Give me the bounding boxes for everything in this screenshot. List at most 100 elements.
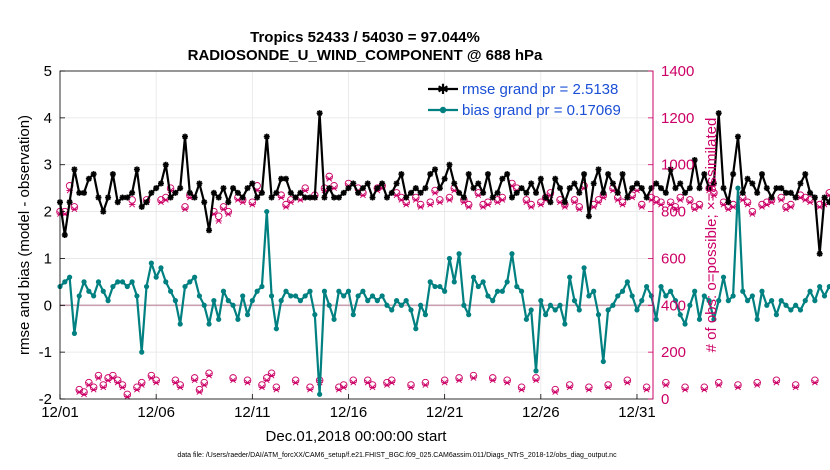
- rmse-point: [691, 157, 698, 164]
- assimilated-obs-point: [561, 203, 569, 210]
- rmse-point: [696, 185, 703, 192]
- bias-point: [259, 283, 265, 290]
- possible-obs-point: [200, 378, 208, 387]
- rmse-point: [811, 194, 818, 201]
- rmse-mark-stroke: [614, 190, 621, 196]
- possible-obs-point: [710, 189, 718, 197]
- possible-obs-point: [585, 383, 593, 392]
- assimilated-obs-point: [720, 201, 727, 208]
- rmse-mark-stroke: [388, 190, 395, 196]
- rmse-point: [797, 180, 804, 187]
- assimilated-obs-point: [503, 379, 511, 386]
- rmse-point: [186, 189, 193, 196]
- bias-point: [485, 293, 491, 299]
- bias-point: [379, 293, 385, 299]
- bias-point: [182, 283, 188, 290]
- rmse-point: [701, 171, 708, 178]
- rmse-mark-stroke: [461, 194, 467, 201]
- rmse-point: [816, 250, 823, 257]
- rmse-mark-stroke: [538, 176, 544, 182]
- possible-obs-point: [565, 381, 574, 389]
- assimilated-obs-point: [302, 187, 309, 194]
- rmse-point: [715, 110, 722, 117]
- bias-point: [268, 293, 275, 299]
- x-tick-label: 12/16: [330, 404, 368, 421]
- assimilated-obs-point: [128, 201, 136, 208]
- rmse-point: [590, 180, 597, 187]
- bias-point: [196, 293, 203, 299]
- rmse-mark-stroke: [177, 185, 183, 191]
- rmse-mark-stroke: [297, 190, 304, 196]
- rmse-point: [282, 175, 289, 182]
- rmse-mark-stroke: [413, 185, 419, 191]
- assimilated-obs-point: [773, 379, 780, 386]
- rmse-point: [153, 185, 160, 192]
- possible-obs-point: [546, 189, 555, 197]
- possible-obs-point: [551, 385, 559, 394]
- rmse-mark-stroke: [677, 180, 684, 187]
- possible-obs-point: [743, 198, 752, 206]
- bias-point: [393, 298, 400, 304]
- rmse-point: [778, 185, 785, 192]
- rmse-point: [388, 189, 395, 196]
- rmse-mark-stroke: [797, 180, 804, 187]
- possible-obs-point: [258, 381, 266, 389]
- rmse-mark-stroke: [446, 161, 453, 168]
- rmse-mark-stroke: [119, 194, 126, 201]
- rmse-point: [81, 189, 88, 196]
- rmse-mark-stroke: [518, 185, 525, 191]
- rmse-point: [441, 175, 448, 182]
- rmse-point: [138, 203, 145, 210]
- rmse-mark-stroke: [643, 194, 650, 201]
- rmse-point: [537, 175, 544, 182]
- y2-tick-label: 800: [661, 204, 686, 221]
- assimilated-obs-point: [734, 384, 742, 391]
- bias-point: [163, 279, 169, 285]
- x-tick-label: 12/26: [522, 404, 560, 421]
- assimilated-obs-point: [407, 384, 415, 391]
- rmse-mark-stroke: [480, 190, 486, 196]
- rmse-mark-stroke: [807, 190, 813, 196]
- rmse-point: [114, 199, 121, 206]
- possible-obs-point: [436, 196, 444, 204]
- rmse-point: [326, 185, 333, 192]
- possible-obs-point: [109, 371, 117, 380]
- bias-point: [110, 283, 116, 290]
- possible-obs-point: [484, 198, 492, 206]
- bias-point: [605, 307, 611, 313]
- rmse-point: [595, 166, 602, 173]
- rmse-point: [249, 180, 256, 187]
- rmse-point: [686, 185, 693, 192]
- rmse-mark-stroke: [220, 185, 227, 191]
- possible-obs-point: [671, 203, 680, 211]
- rmse-point: [783, 189, 790, 196]
- bias-point: [788, 307, 794, 313]
- rmse-mark-stroke: [629, 185, 635, 191]
- assimilated-obs-point: [576, 206, 583, 213]
- y-tick-label: -2: [39, 391, 52, 408]
- bias-point: [624, 279, 630, 285]
- x-tick-label: 12/31: [618, 404, 656, 421]
- bias-point: [206, 321, 212, 327]
- assimilated-obs-point: [292, 379, 299, 386]
- possible-obs-point: [99, 381, 108, 389]
- assimilated-obs-point: [398, 196, 405, 203]
- bias-point: [716, 298, 722, 304]
- bias-point: [254, 288, 260, 294]
- rmse-point: [460, 194, 467, 201]
- bias-point: [389, 307, 395, 313]
- assimilated-obs-point: [95, 374, 102, 381]
- bias-point: [480, 279, 486, 285]
- rmse-mark-stroke: [369, 194, 376, 201]
- rmse-mark-stroke: [153, 185, 159, 191]
- assimilated-obs-point: [614, 196, 621, 203]
- bias-point: [769, 298, 775, 304]
- assimilated-obs-point: [643, 386, 650, 393]
- chart-title-line2: RADIOSONDE_U_WIND_COMPONENT @ 688 hPa: [188, 47, 543, 64]
- rmse-mark-stroke: [312, 194, 318, 201]
- rmse-point: [667, 166, 674, 173]
- rmse-point: [383, 194, 390, 201]
- bias-point: [639, 298, 645, 304]
- assimilated-obs-point: [340, 384, 347, 391]
- rmse-mark-stroke: [764, 185, 770, 191]
